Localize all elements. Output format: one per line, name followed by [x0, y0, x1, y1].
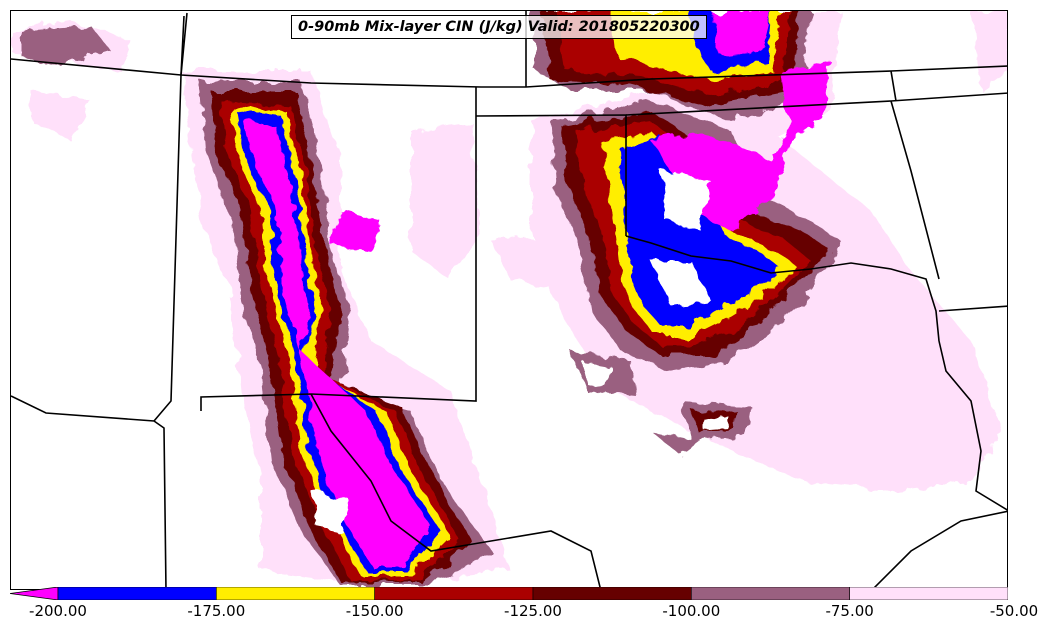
- colorbar-tick-label: -50.00: [989, 602, 1039, 620]
- cin-map: [11, 11, 1007, 589]
- colorbar-tick-label: -150.00: [345, 602, 404, 620]
- colorbar-segment: [57, 587, 217, 600]
- map-title: 0-90mb Mix-layer CIN (J/kg) Valid: 20180…: [291, 15, 707, 39]
- colorbar-segment: [216, 587, 375, 600]
- colorbar-segment: [849, 587, 1008, 600]
- state-borders: [11, 11, 1007, 589]
- colorbar-tick-label: -100.00: [662, 602, 721, 620]
- map-panel: [10, 10, 1008, 590]
- colorbar-tick-label: -200.00: [29, 602, 87, 620]
- colorbar-segment: [374, 587, 534, 600]
- colorbar-segment: [532, 587, 692, 600]
- colorbar-tick-label: -175.00: [187, 602, 246, 620]
- colorbar: [10, 587, 1008, 600]
- colorbar-tick-label: -125.00: [504, 602, 562, 620]
- colorbar-tick-label: -75.00: [825, 602, 874, 620]
- colorbar-extend-min: [10, 587, 59, 600]
- colorbar-segment: [691, 587, 850, 600]
- cin-field: [11, 11, 1007, 586]
